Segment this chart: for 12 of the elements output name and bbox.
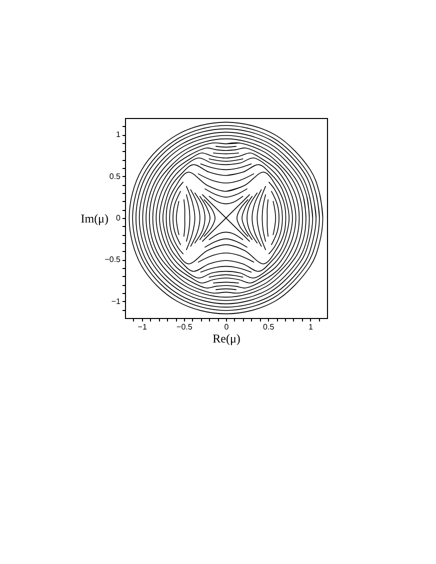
x-tick-label: −1 <box>138 322 148 332</box>
x-tick-label: 0.5 <box>263 322 275 332</box>
y-tick-label: 1 <box>116 130 122 140</box>
y-tick-label: −1 <box>111 296 122 306</box>
x-tick-label: −0.5 <box>176 322 193 332</box>
x-tick-label: 0 <box>224 322 230 332</box>
y-tick-label: 0.5 <box>109 172 122 181</box>
y-tick-label: 0 <box>116 214 122 222</box>
y-tick-label: −0.5 <box>104 255 122 264</box>
x-axis-title: Re(μ) <box>212 332 240 346</box>
y-axis-title: Im(μ) <box>80 212 108 226</box>
x-tick-label: 1 <box>308 322 314 332</box>
